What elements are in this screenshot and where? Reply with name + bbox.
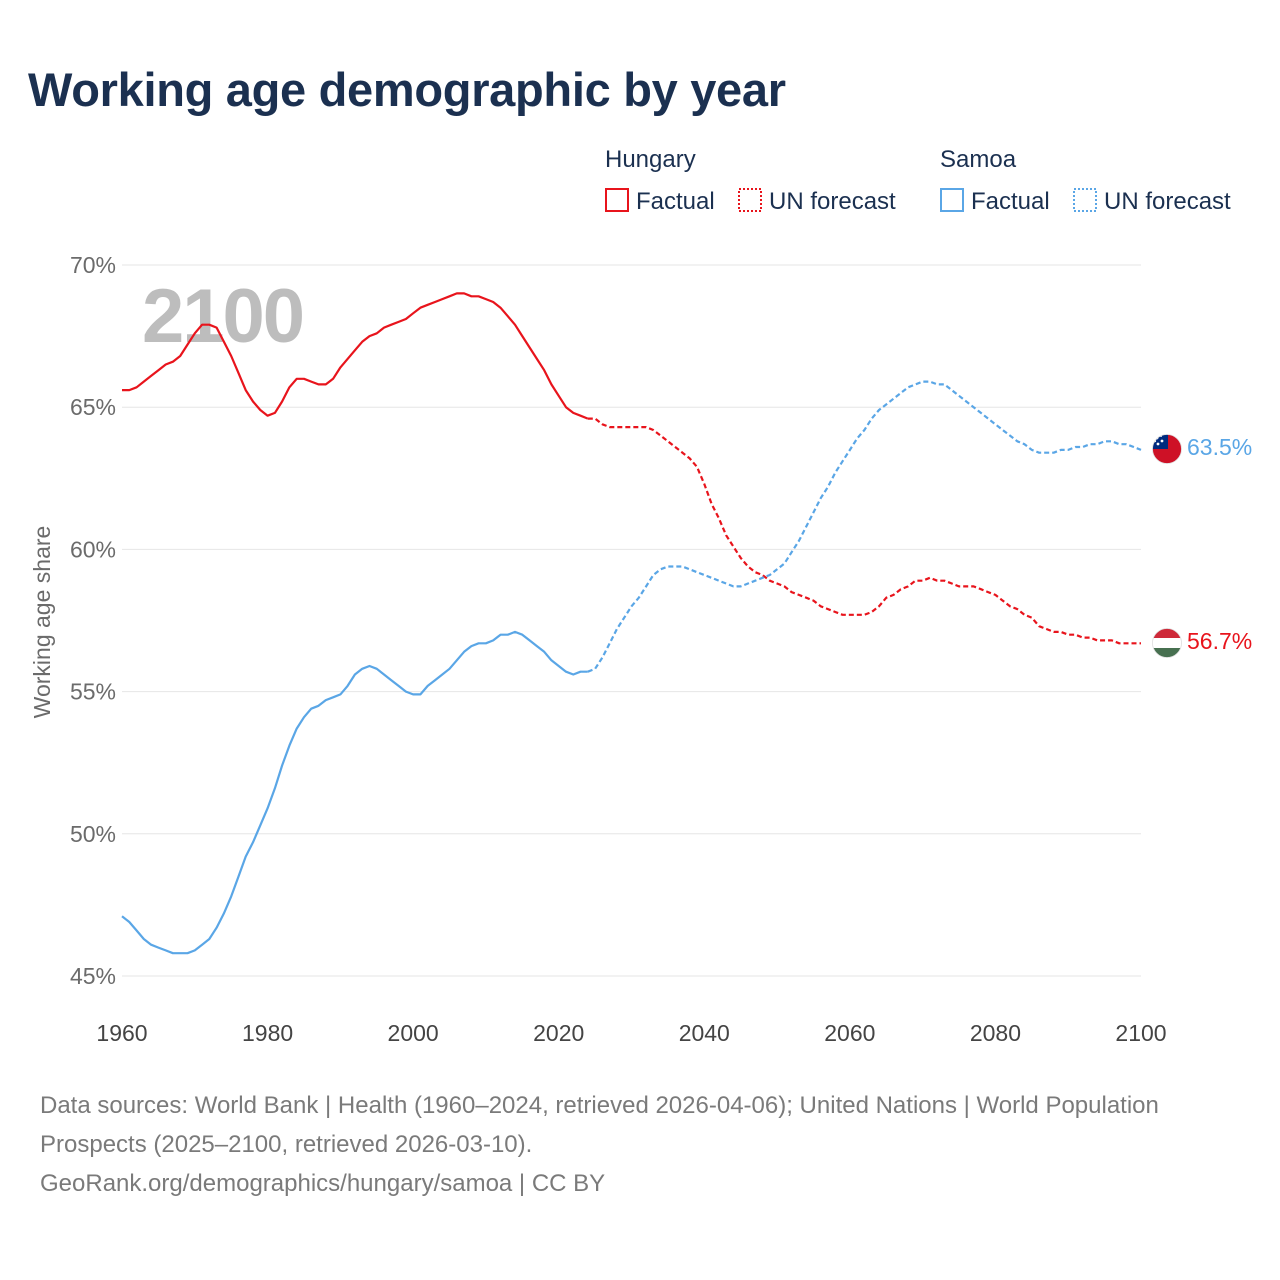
hungary-forecast-line[interactable] xyxy=(587,417,1141,645)
x-tick-label: 2060 xyxy=(824,1020,875,1046)
legend-group-title: Hungary xyxy=(605,146,696,173)
hungary-end-value-label: 56.7% xyxy=(1187,628,1252,654)
chart-title: Working age demographic by year xyxy=(28,63,786,116)
y-tick-label: 55% xyxy=(70,679,116,705)
gridlines xyxy=(122,264,1141,977)
legend-group-hungary: Hungary Factual UN forecast xyxy=(605,146,896,215)
y-tick-label: 45% xyxy=(70,963,116,989)
legend-swatch-forecast[interactable] xyxy=(738,188,762,212)
animation-year-label: 2100 xyxy=(142,274,303,359)
x-axis-ticks: 1960 1980 2000 2020 2040 2060 2080 2100 xyxy=(96,1020,1166,1046)
y-tick-label: 65% xyxy=(70,394,116,420)
legend-group-samoa: Samoa Factual UN forecast xyxy=(940,146,1231,215)
legend-group-title: Samoa xyxy=(940,146,1017,173)
samoa-flag-icon xyxy=(1152,434,1182,464)
legend-swatch-factual[interactable] xyxy=(940,188,964,212)
y-axis-title: Working age share xyxy=(29,526,55,719)
legend-swatch-factual[interactable] xyxy=(605,188,629,212)
samoa-forecast-line[interactable] xyxy=(587,380,1142,673)
x-tick-label: 1980 xyxy=(242,1020,293,1046)
credit-link[interactable]: GeoRank.org/demographics/hungary/samoa |… xyxy=(40,1170,606,1197)
x-tick-label: 2040 xyxy=(679,1020,730,1046)
y-axis-ticks: 45% 50% 55% 60% 65% 70% xyxy=(70,252,116,989)
samoa-factual-line[interactable] xyxy=(121,630,588,955)
samoa-end-value-label: 63.5% xyxy=(1187,434,1252,460)
hungary-flag-icon xyxy=(1152,628,1182,658)
x-tick-label: 2000 xyxy=(388,1020,439,1046)
legend-label-factual[interactable]: Factual xyxy=(971,188,1050,215)
x-tick-label: 1960 xyxy=(96,1020,147,1046)
x-tick-label: 2020 xyxy=(533,1020,584,1046)
series-lines xyxy=(121,292,1142,955)
y-tick-label: 60% xyxy=(70,536,116,562)
chart-footer: Data sources: World Bank | Health (1960–… xyxy=(40,1086,1240,1203)
x-tick-label: 2080 xyxy=(970,1020,1021,1046)
hungary-factual-line[interactable] xyxy=(122,292,589,420)
y-tick-label: 70% xyxy=(70,252,116,278)
line-chart: 45% 50% 55% 60% 65% 70% 1960 1980 2000 2020 2040 2… xyxy=(29,146,1252,1046)
legend-label-forecast[interactable]: UN forecast xyxy=(1104,188,1231,215)
y-tick-label: 50% xyxy=(70,821,116,847)
data-sources-text: Data sources: World Bank | Health (1960–… xyxy=(40,1092,1159,1158)
legend-label-forecast[interactable]: UN forecast xyxy=(769,188,896,215)
legend-swatch-forecast[interactable] xyxy=(1073,188,1097,212)
legend-label-factual[interactable]: Factual xyxy=(636,188,715,215)
x-tick-label: 2100 xyxy=(1115,1020,1166,1046)
legend: Hungary Factual UN forecast Samoa Factua… xyxy=(605,146,1231,215)
